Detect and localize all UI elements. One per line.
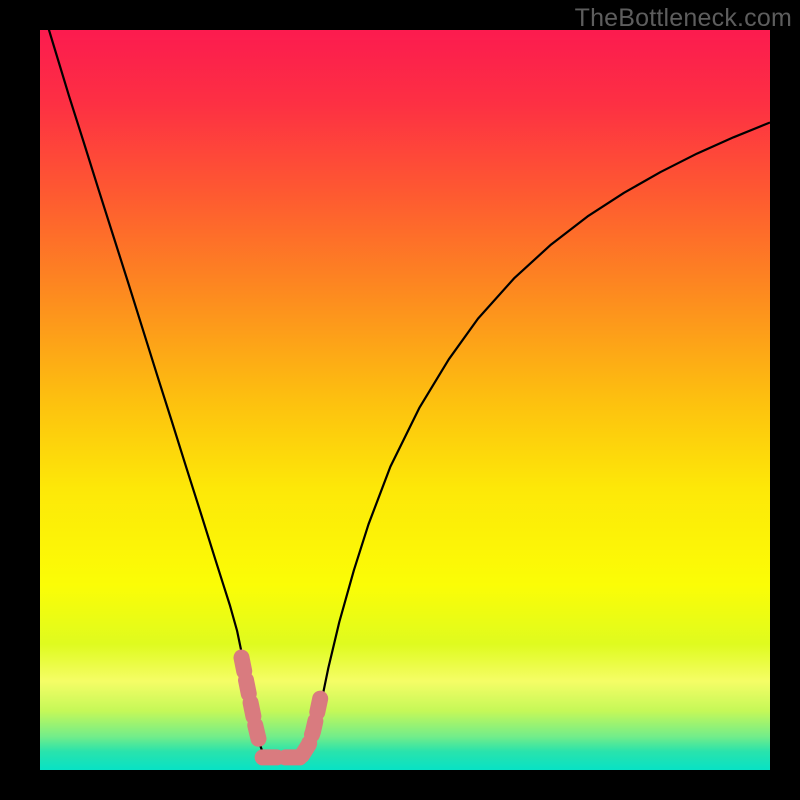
watermark-text: TheBottleneck.com	[575, 4, 792, 33]
chart-svg	[0, 0, 800, 800]
plot-background-gradient	[40, 30, 770, 770]
chart-container: TheBottleneck.com	[0, 0, 800, 800]
